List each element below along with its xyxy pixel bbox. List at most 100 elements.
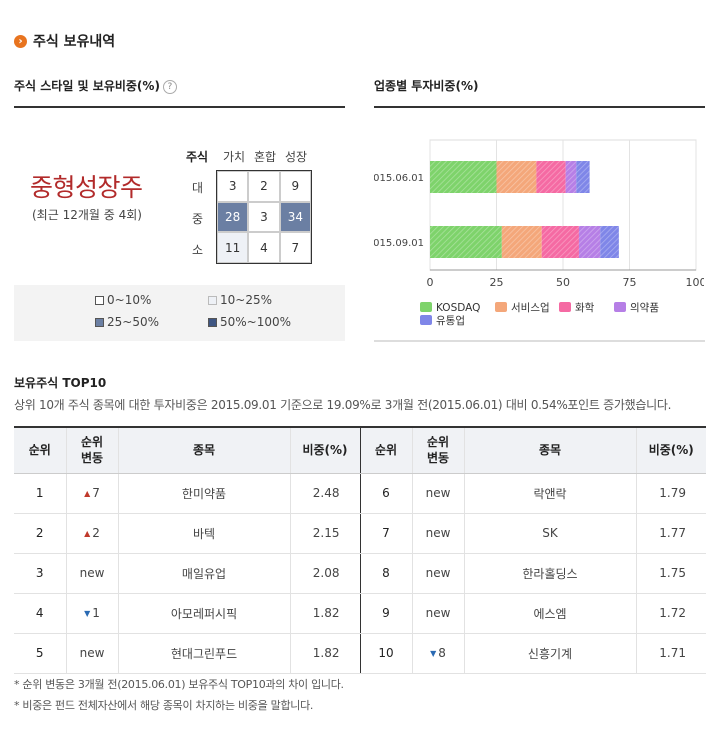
weight-cell: 1.77: [635, 513, 706, 554]
header-rank: 순위: [359, 426, 412, 474]
rank-cell: 2: [14, 513, 66, 554]
legend-label: 10~25%: [220, 293, 272, 307]
x-tick-label: 0: [427, 276, 434, 289]
x-tick-label: 25: [490, 276, 504, 289]
rank-down: 1: [84, 606, 100, 620]
industry-chart: 0 25 50 75 100 2015.06.01 2015.09.01 KOSDAQ 서비스업…: [367, 120, 707, 335]
rank-down: 8: [430, 646, 446, 660]
chart-legend-swatch: [614, 302, 626, 312]
bar-texture: [536, 161, 566, 193]
bar-texture: [541, 226, 579, 258]
section-title-text: 주식 보유내역: [33, 34, 116, 50]
y-tick-label: 2015.06.01: [374, 173, 424, 184]
rank-cell: 9: [359, 593, 412, 634]
y-tick-label: 2015.09.01: [374, 238, 424, 249]
legend-swatch: [95, 317, 104, 327]
header-rank: 순위: [14, 426, 66, 474]
rank-up: 7: [84, 486, 100, 500]
weight-cell: 1.79: [635, 473, 706, 514]
weight-cell: 1.82: [289, 633, 360, 674]
stock-name-cell[interactable]: 한라홀딩스: [463, 553, 636, 594]
arrow-right-icon: ›: [14, 34, 27, 48]
rank-change-cell: 2: [65, 513, 118, 554]
legend-item-1: 10~25%: [208, 293, 272, 307]
note-weight: * 비중은 펀드 전체자산에서 해당 종목이 차지하는 비중을 말합니다.: [14, 699, 314, 712]
rank-cell: 6: [359, 473, 412, 514]
x-tick-label: 50: [556, 276, 570, 289]
legend-swatch: [208, 317, 217, 327]
rank-cell: 3: [14, 553, 66, 594]
rank-cell: 7: [359, 513, 412, 554]
bar-texture: [430, 161, 497, 193]
style-name: 중형성장주: [30, 173, 143, 202]
chart-legend-swatch: [495, 302, 507, 312]
matrix-cell: 28: [217, 201, 249, 233]
header-weight: 비중(%): [635, 426, 706, 474]
rank-change-cell: new: [411, 473, 464, 514]
weight-cell: 1.72: [635, 593, 706, 634]
weight-cell: 1.71: [635, 633, 706, 674]
bar-texture: [576, 161, 590, 193]
header-change-line2: 변동: [80, 451, 104, 466]
industry-heading: 업종별 투자비중(%): [374, 79, 479, 93]
rank-change-cell: 8: [411, 633, 464, 674]
stock-name-cell[interactable]: 매일유업: [117, 553, 290, 594]
style-heading: 주식 스타일 및 보유비중(%)?: [14, 77, 177, 94]
style-heading-text: 주식 스타일 및 보유비중(%): [14, 79, 160, 93]
style-frequency: (최근 12개월 중 4회): [32, 208, 142, 222]
bar-texture: [430, 226, 502, 258]
legend-swatch: [208, 295, 217, 305]
stock-name-cell[interactable]: 신흥기계: [463, 633, 636, 674]
industry-chart-svg: 0 25 50 75 100 2015.06.01 2015.09.01 KOSDAQ 서비스업…: [367, 139, 707, 327]
legend-item-0: 0~10%: [95, 293, 151, 307]
matrix-cell: 34: [279, 201, 311, 233]
grid-row-mid: 중: [192, 212, 204, 226]
matrix-cell: 11: [217, 232, 249, 263]
help-icon[interactable]: ?: [162, 80, 177, 94]
chart-legend-swatch: [559, 302, 571, 312]
rank-up: 2: [84, 526, 100, 540]
legend-label: 50%~100%: [220, 315, 292, 329]
grid-col-growth: 성장: [284, 150, 308, 164]
bar-texture: [578, 226, 601, 258]
top10-description: 상위 10개 주식 종목에 대한 투자비중은 2015.09.01 기준으로 1…: [14, 398, 672, 412]
rank-change-cell: new: [411, 513, 464, 554]
stock-name-cell[interactable]: 아모레퍼시픽: [117, 593, 290, 634]
stock-name-cell[interactable]: 한미약품: [117, 473, 290, 514]
rank-change-cell: new: [411, 593, 464, 634]
matrix-cell: 7: [279, 232, 311, 263]
x-tick-label: 100: [686, 276, 705, 289]
style-heading-rule: [14, 106, 345, 108]
grid-col-blend: 혼합: [253, 150, 277, 164]
rank-change-cell: 7: [65, 473, 118, 514]
header-change: 순위 변동: [65, 426, 118, 474]
matrix-cell: 2: [248, 171, 280, 202]
header-change-line1: 순위: [80, 435, 104, 450]
weight-cell: 2.08: [289, 553, 360, 594]
grid-col-value: 가치: [222, 150, 246, 164]
stock-name-cell[interactable]: 에스엠: [463, 593, 636, 634]
chart-bottom-line: [374, 340, 705, 342]
stock-name-cell[interactable]: 현대그린푸드: [117, 633, 290, 674]
rank-cell: 1: [14, 473, 66, 514]
matrix-cell: 4: [248, 232, 280, 263]
table-header-row: 순위 순위 변동 종목 비중(%) 순위 순위 변동 종목 비중(%): [14, 426, 706, 474]
header-change-line2: 변동: [426, 451, 450, 466]
legend-swatch: [95, 295, 104, 305]
table-row: 3 new 매일유업 2.08 8 new 한라홀딩스 1.75: [14, 553, 706, 594]
weight-cell: 1.82: [289, 593, 360, 634]
top10-title: 보유주식 TOP10: [14, 376, 107, 390]
weight-cell: 2.48: [289, 473, 360, 514]
rank-change-cell: 1: [65, 593, 118, 634]
stock-name-cell[interactable]: 바텍: [117, 513, 290, 554]
stock-name-cell[interactable]: SK: [463, 513, 636, 554]
stock-name-cell[interactable]: 락앤락: [463, 473, 636, 514]
industry-heading-rule: [374, 106, 705, 108]
chart-legend-label: KOSDAQ: [436, 302, 480, 314]
chart-legend-label: 유통업: [436, 314, 465, 327]
header-change: 순위 변동: [411, 426, 464, 474]
header-change-line1: 순위: [426, 435, 450, 450]
